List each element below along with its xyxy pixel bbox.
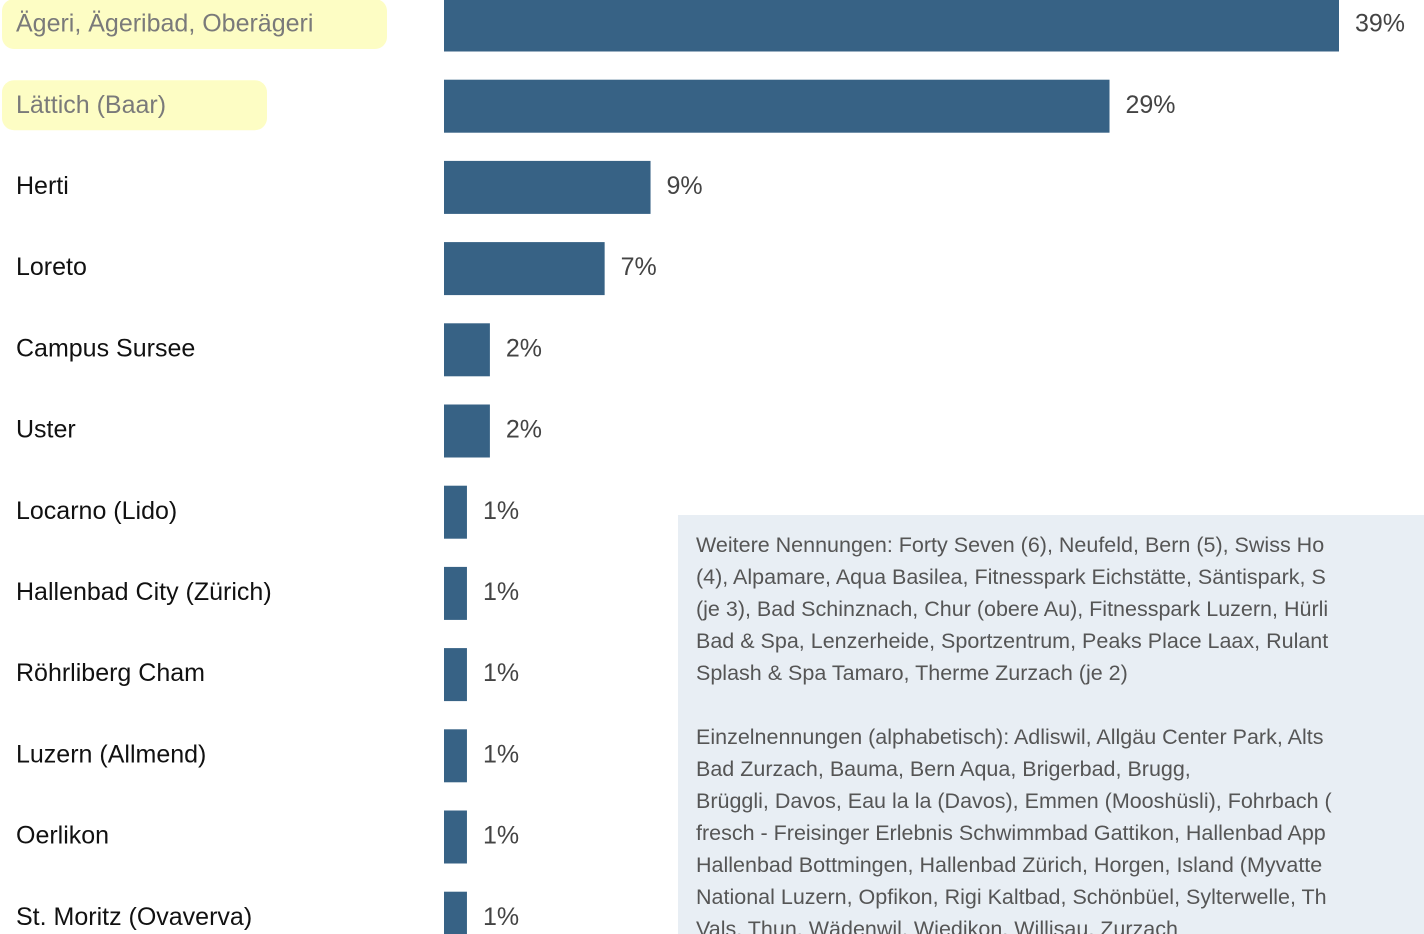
value-label: 2% bbox=[506, 334, 542, 362]
bar bbox=[444, 79, 1110, 133]
bar bbox=[444, 891, 467, 934]
value-label: 29% bbox=[1126, 91, 1176, 119]
category-label: Röhrliberg Cham bbox=[16, 659, 205, 687]
value-label: 1% bbox=[483, 497, 519, 525]
category-label: Herti bbox=[16, 172, 69, 200]
note-line: Einzelnennungen (alphabetisch): Adliswil… bbox=[696, 725, 1324, 749]
category-label: Loreto bbox=[16, 253, 87, 281]
note-line: Bad Zurzach, Bauma, Bern Aqua, Brigerbad… bbox=[696, 757, 1191, 781]
value-label: 1% bbox=[483, 822, 519, 850]
label-highlight bbox=[2, 80, 267, 131]
value-label: 1% bbox=[483, 903, 519, 931]
value-label: 39% bbox=[1355, 10, 1405, 38]
note-line: National Luzern, Opfikon, Rigi Kaltbad, … bbox=[696, 885, 1327, 909]
note-line: Splash & Spa Tamaro, Therme Zurzach (je … bbox=[696, 661, 1128, 685]
bar bbox=[444, 566, 467, 620]
category-label: Campus Sursee bbox=[16, 334, 195, 362]
bar bbox=[444, 242, 605, 296]
value-label: 1% bbox=[483, 740, 519, 768]
note-box: Weitere Nennungen: Forty Seven (6), Neuf… bbox=[678, 515, 1424, 934]
value-label: 9% bbox=[667, 172, 703, 200]
category-label: Hallenbad City (Zürich) bbox=[16, 578, 272, 606]
category-label: Luzern (Allmend) bbox=[16, 740, 206, 768]
note-line: (4), Alpamare, Aqua Basilea, Fitnesspark… bbox=[696, 565, 1326, 589]
note-line: Hallenbad Bottmingen, Hallenbad Zürich, … bbox=[696, 853, 1323, 877]
value-label: 1% bbox=[483, 578, 519, 606]
note-line: (je 3), Bad Schinznach, Chur (obere Au),… bbox=[696, 597, 1329, 621]
note-line: Bad & Spa, Lenzerheide, Sportzentrum, Pe… bbox=[696, 629, 1329, 653]
bar bbox=[444, 160, 651, 214]
bar bbox=[444, 648, 467, 702]
value-label: 7% bbox=[621, 253, 657, 281]
value-label: 1% bbox=[483, 659, 519, 687]
category-label: Lättich (Baar) bbox=[16, 91, 166, 119]
note-paragraph: Einzelnennungen (alphabetisch): Adliswil… bbox=[696, 721, 1424, 934]
value-label: 2% bbox=[506, 416, 542, 444]
note-line: Vals, Thun, Wädenwil, Wiedikon, Willisau… bbox=[696, 917, 1178, 934]
bar bbox=[444, 485, 467, 539]
category-label: Locarno (Lido) bbox=[16, 497, 177, 525]
category-label: Oerlikon bbox=[16, 822, 109, 850]
category-label: Uster bbox=[16, 416, 76, 444]
bar bbox=[444, 810, 467, 864]
note-line: Brüggli, Davos, Eau la la (Davos), Emmen… bbox=[696, 789, 1332, 813]
note-paragraph: Weitere Nennungen: Forty Seven (6), Neuf… bbox=[696, 529, 1424, 689]
category-label: Ägeri, Ägeribad, Oberägeri bbox=[16, 10, 313, 38]
bar bbox=[444, 323, 490, 377]
label-highlight bbox=[2, 0, 387, 49]
note-line: Weitere Nennungen: Forty Seven (6), Neuf… bbox=[696, 533, 1325, 557]
bar bbox=[444, 0, 1339, 52]
note-line: fresch - Freisinger Erlebnis Schwimmbad … bbox=[696, 821, 1326, 845]
bar bbox=[444, 729, 467, 783]
category-label: St. Moritz (Ovaverva) bbox=[16, 903, 252, 931]
bar bbox=[444, 404, 490, 458]
